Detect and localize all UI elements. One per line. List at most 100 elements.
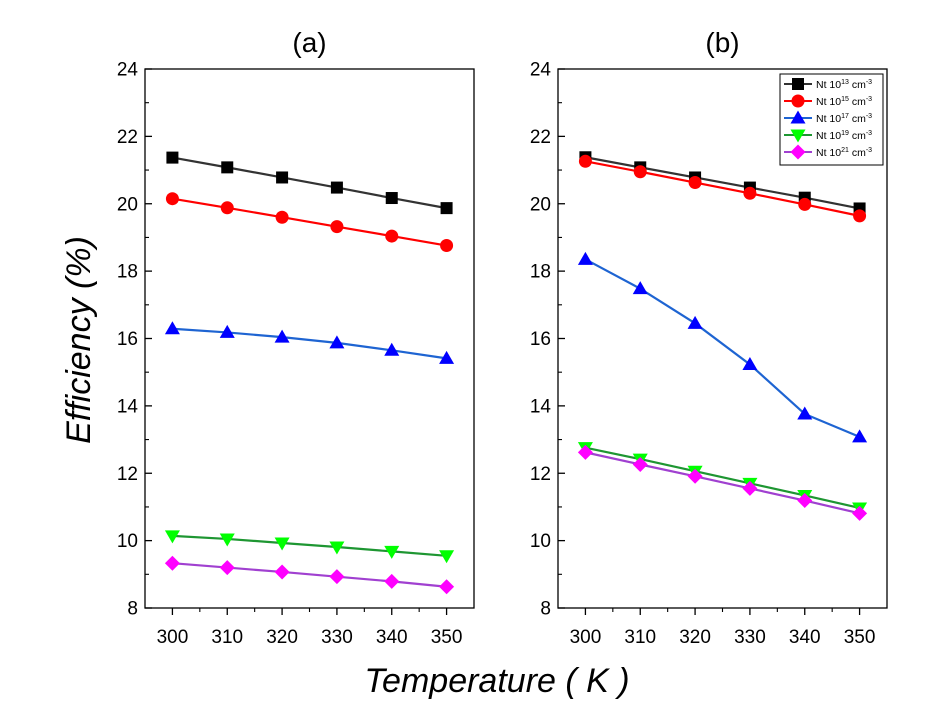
- legend-marker: [790, 144, 806, 160]
- data-point: [219, 533, 235, 547]
- series-2: [578, 154, 867, 223]
- panel-title: (a): [292, 27, 326, 58]
- data-point: [274, 564, 290, 580]
- data-point: [577, 251, 593, 265]
- series-line: [585, 451, 860, 515]
- y-tick-label: 12: [117, 464, 138, 485]
- legend-marker: [790, 129, 806, 143]
- data-point: [384, 545, 400, 559]
- data-point: [687, 468, 703, 484]
- x-tick-label: 300: [570, 627, 602, 648]
- legend-entry: Nt 1015 cm-3: [784, 94, 872, 108]
- data-point: [274, 329, 290, 343]
- data-point: [329, 335, 345, 349]
- panel-a: 8 10 12 14 16 18 20 22 24 300 310 320 330 340 350 (a): [117, 27, 475, 648]
- panel-b: 8 10 12 14 16 18 20 22 24 300 310 320 330 340 350 (b) Nt…: [530, 27, 888, 648]
- y-tick-label: 22: [530, 127, 551, 148]
- x-tick-label: 330: [734, 627, 766, 648]
- legend-entry: Nt 1021 cm-3: [784, 144, 872, 160]
- series-line: [172, 327, 447, 360]
- y-tick-label: 24: [530, 60, 552, 81]
- y-tick-label: 18: [530, 262, 551, 283]
- data-point: [384, 573, 400, 589]
- y-tick-label: 18: [117, 262, 138, 283]
- x-tick-label: 350: [844, 627, 876, 648]
- data-point: [274, 537, 290, 551]
- data-point: [797, 406, 813, 420]
- plot-frame: [144, 68, 475, 609]
- series-line: [172, 156, 447, 210]
- legend-marker: [792, 78, 804, 90]
- y-tick-label: 10: [117, 531, 138, 552]
- data-point: [384, 342, 400, 356]
- data-point: [439, 579, 455, 595]
- legend-label: Nt 1019 cm-3: [816, 130, 872, 142]
- series-5: [164, 555, 455, 595]
- data-point: [688, 176, 702, 190]
- legend-marker: [791, 94, 805, 108]
- x-tick-label: 320: [679, 627, 711, 648]
- series-line: [585, 156, 860, 210]
- y-tick-label: 20: [117, 194, 138, 215]
- data-point: [276, 171, 289, 184]
- data-point: [797, 493, 813, 509]
- data-point: [329, 541, 345, 555]
- data-point: [330, 220, 344, 234]
- data-point: [633, 165, 647, 179]
- series-line: [584, 258, 861, 438]
- x-tick-label: 350: [431, 627, 463, 648]
- y-axis-title: Efficiency (%): [60, 236, 98, 444]
- series-line: [172, 562, 447, 588]
- data-point: [578, 154, 592, 168]
- data-point: [275, 210, 289, 224]
- data-point: [164, 321, 180, 335]
- data-point: [439, 550, 455, 564]
- data-point: [219, 324, 235, 338]
- data-point: [632, 281, 648, 295]
- data-point: [743, 186, 757, 200]
- data-point: [852, 429, 868, 443]
- y-tick-label: 12: [530, 464, 551, 485]
- data-point: [577, 444, 593, 460]
- series-line: [585, 160, 860, 217]
- data-point: [330, 181, 343, 194]
- data-point: [385, 229, 399, 243]
- y-tick-label: 8: [127, 599, 138, 620]
- x-tick-label: 330: [321, 627, 353, 648]
- data-point: [164, 530, 180, 544]
- legend-marker: [790, 110, 806, 124]
- legend-entry: Nt 1013 cm-3: [784, 78, 872, 91]
- legend-entry: Nt 1017 cm-3: [784, 110, 872, 125]
- data-point: [742, 356, 758, 370]
- series-1: [166, 151, 453, 215]
- data-point: [687, 315, 703, 329]
- data-point: [742, 480, 758, 496]
- y-tick-label: 16: [117, 329, 138, 350]
- data-point: [166, 151, 179, 164]
- data-point: [220, 201, 234, 215]
- x-tick-label: 310: [211, 627, 243, 648]
- x-tick-label: 340: [789, 627, 821, 648]
- y-tick-label: 24: [117, 60, 139, 81]
- data-point: [219, 560, 235, 576]
- legend-entry: Nt 1019 cm-3: [784, 129, 872, 143]
- series-line: [172, 197, 447, 247]
- data-point: [329, 569, 345, 585]
- legend-label: Nt 1017 cm-3: [816, 113, 872, 125]
- series-3: [577, 251, 868, 443]
- data-point: [440, 202, 453, 215]
- y-tick-label: 14: [117, 396, 139, 417]
- data-point: [852, 505, 868, 521]
- x-tick-label: 310: [624, 627, 656, 648]
- x-tick-label: 340: [376, 627, 408, 648]
- series-3: [164, 321, 455, 364]
- series-5: [577, 444, 868, 521]
- data-point: [221, 161, 234, 174]
- legend: Nt 1013 cm-3 Nt 1015 cm-3 Nt 1017 cm-3 Nt 1…: [779, 73, 884, 166]
- y-tick-label: 8: [540, 599, 551, 620]
- panel-title: (b): [705, 27, 739, 58]
- y-tick-label: 14: [530, 396, 552, 417]
- data-point: [853, 209, 867, 223]
- series-2: [165, 192, 454, 253]
